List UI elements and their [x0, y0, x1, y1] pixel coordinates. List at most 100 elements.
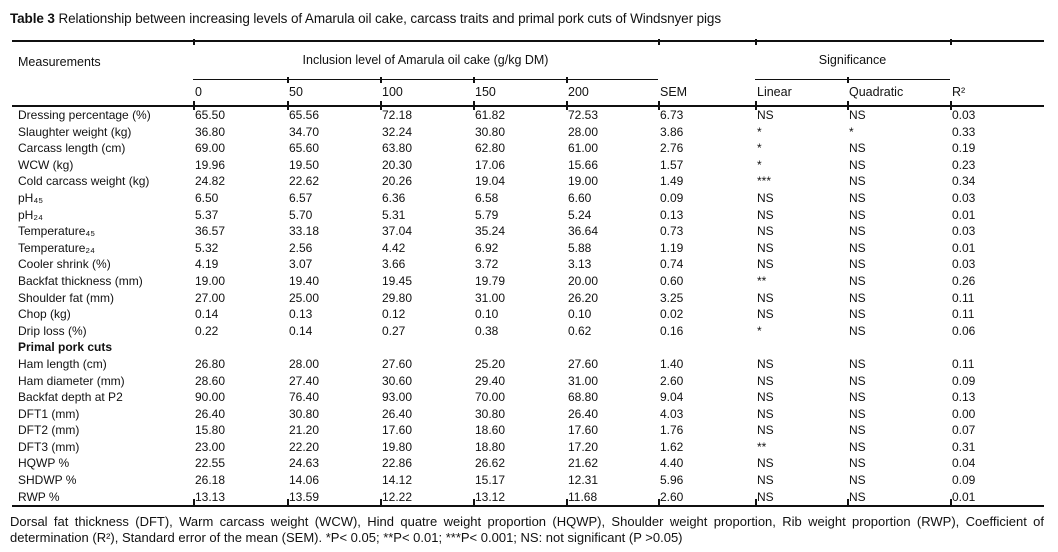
cell-value: 36.80	[195, 124, 226, 139]
row-label: pH₄₅	[18, 190, 44, 205]
cell-value: 62.80	[475, 141, 506, 156]
col-header-100: 100	[382, 85, 403, 100]
cell-value: 5.24	[568, 207, 592, 222]
cell-value: 72.18	[382, 108, 413, 122]
cell-value: 27.00	[195, 290, 226, 305]
cell-value: 0.60	[660, 273, 684, 288]
cell-value: NS	[849, 240, 866, 255]
table-caption: Table 3 Relationship between increasing …	[10, 10, 1046, 27]
cell-value: 20.30	[382, 157, 413, 172]
cell-value: 6.36	[382, 190, 406, 205]
cell-value	[287, 339, 380, 356]
cell-value: **	[757, 273, 767, 288]
cell-value: NS	[757, 373, 774, 388]
cell-value: 1.57	[660, 157, 684, 172]
cell-value: 26.40	[568, 406, 599, 421]
cell-value: 11.68	[568, 489, 598, 504]
cell-value: NS	[757, 240, 774, 255]
cell-value: 18.80	[475, 439, 506, 454]
row-label: SHDWP %	[18, 473, 77, 488]
cell-value: 63.80	[382, 141, 413, 156]
table-row: Cold carcass weight (kg) 24.82 22.62 20.26 1…	[12, 173, 1044, 190]
rule-tick	[473, 101, 475, 110]
cell-value: 4.19	[195, 257, 219, 272]
cell-value: 3.13	[568, 257, 592, 272]
table-row: pH₂₄ 5.37 5.70 5.31 5.79 5.24 0.13 NS NS 0.01	[12, 207, 1044, 224]
table-row: RWP % 13.13 13.59 12.22 13.12 11.68 2.60 NS NS 0.…	[12, 489, 1044, 507]
row-label: Chop (kg)	[18, 307, 71, 322]
cell-value: 0.03	[952, 257, 976, 272]
cell-value: 17.20	[568, 439, 599, 454]
cell-value: 26.20	[568, 290, 599, 305]
col-header-linear: Linear	[757, 85, 792, 100]
cell-value: 0.13	[952, 390, 976, 405]
cell-value: 33.18	[289, 224, 320, 239]
cell-value	[380, 339, 473, 356]
cell-value: 0.00	[952, 406, 976, 421]
table-row: WCW (kg) 19.96 19.50 20.30 17.06 15.66 1.57 * NS…	[12, 157, 1044, 174]
col-header-sem: SEM	[660, 85, 688, 99]
cell-value: 6.92	[475, 240, 499, 255]
table-row: Shoulder fat (mm) 27.00 25.00 29.80 31.00 26.…	[12, 290, 1044, 307]
cell-value	[950, 339, 1044, 356]
cell-value: 0.14	[289, 323, 313, 338]
cell-value: 61.00	[568, 141, 599, 156]
cell-value: 4.03	[660, 406, 684, 421]
table-row: DFT2 (mm) 15.80 21.20 17.60 18.60 17.60 1.76 NS…	[12, 422, 1044, 439]
rule-tick	[287, 77, 289, 83]
cell-value: NS	[757, 290, 774, 305]
rule-tick	[755, 39, 757, 45]
cell-value: NS	[849, 423, 866, 438]
cell-value: 1.62	[660, 439, 684, 454]
col-header-measurements: Measurements	[18, 55, 101, 69]
rule-tick	[193, 101, 195, 110]
cell-value: 3.86	[660, 124, 684, 139]
rule-tick	[847, 77, 849, 83]
rule-tick	[380, 101, 382, 110]
cell-value: NS	[757, 108, 774, 122]
cell-value: 17.60	[568, 423, 599, 438]
table-row: Ham length (cm) 26.80 28.00 27.60 25.20 27.60…	[12, 356, 1044, 373]
cell-value: 0.06	[952, 323, 976, 338]
rule-tick	[847, 499, 849, 506]
col-header-r2: R²	[952, 85, 966, 99]
cell-value: 26.18	[195, 473, 226, 488]
cell-value: 2.76	[660, 141, 684, 156]
rule-tick	[950, 39, 952, 45]
col-header-r2-spacer	[950, 41, 1044, 79]
cell-value: NS	[757, 307, 774, 322]
col-group-significance: Significance	[755, 41, 950, 80]
rule-tick	[847, 101, 849, 110]
cell-value: 5.70	[289, 207, 313, 222]
cell-value: 0.09	[660, 190, 684, 205]
cell-value: NS	[849, 141, 866, 156]
cell-value: 65.50	[195, 108, 226, 122]
table-row: pH₄₅ 6.50 6.57 6.36 6.58 6.60 0.09 NS NS 0.03	[12, 190, 1044, 207]
rule-tick	[287, 499, 289, 506]
cell-value: 0.02	[660, 307, 684, 322]
cell-value: 6.50	[195, 190, 219, 205]
cell-value: NS	[757, 190, 774, 205]
cell-value: 0.12	[382, 307, 406, 322]
rule-tick	[193, 499, 195, 506]
cell-value: NS	[849, 190, 866, 205]
cell-value: 19.45	[382, 273, 413, 288]
rule-tick	[950, 101, 952, 110]
cell-value: 93.00	[382, 390, 413, 405]
table-caption-number: Table 3	[10, 11, 55, 26]
row-label: Slaughter weight (kg)	[18, 124, 132, 139]
cell-value: 26.40	[382, 406, 413, 421]
cell-value: 76.40	[289, 390, 320, 405]
cell-value: 0.11	[952, 307, 975, 322]
cell-value: 1.40	[660, 356, 684, 371]
row-label: Backfat depth at P2	[18, 390, 123, 405]
cell-value: 27.60	[568, 356, 599, 371]
cell-value: 5.96	[660, 473, 684, 488]
cell-value: NS	[849, 390, 866, 405]
cell-value: ***	[757, 174, 772, 189]
row-label: RWP %	[18, 489, 60, 504]
cell-value: 28.00	[568, 124, 599, 139]
cell-value: NS	[849, 356, 866, 371]
data-table-wrapper: Measurements Inclusion level of Amarula …	[12, 39, 1044, 508]
rule-tick	[566, 499, 568, 506]
